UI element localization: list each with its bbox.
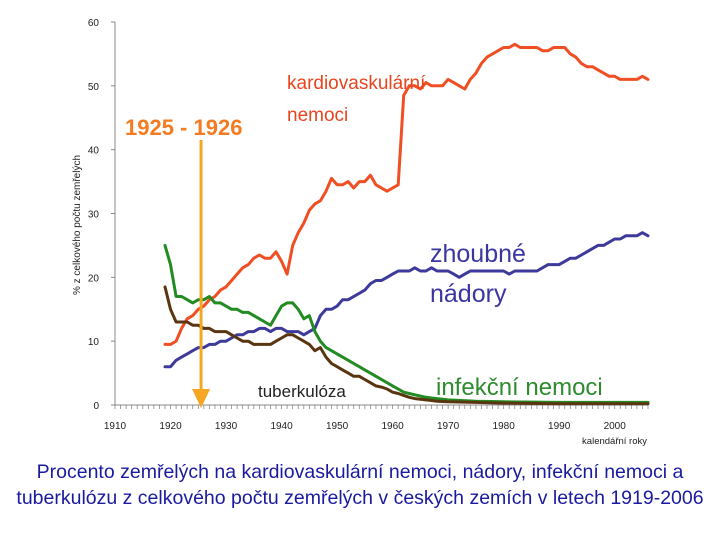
infekcni-series-label: infekční nemoci xyxy=(436,374,603,401)
y-ticks: 0 10 20 30 40 50 60 xyxy=(88,18,115,412)
x-tick-label: 2000 xyxy=(604,421,627,432)
chart-caption: Procento zemřelých na kardiovaskulární n… xyxy=(16,461,704,509)
y-tick-label: 10 xyxy=(88,337,100,348)
x-tick-label: 1990 xyxy=(548,421,571,432)
y-tick-label: 0 xyxy=(93,401,99,412)
kardio-series-label-line1: kardiovaskulární xyxy=(287,73,426,94)
x-ticks: 1910 1920 1930 1940 1950 1960 1970 1980 1990 2000 xyxy=(104,405,649,432)
x-tick-label: 1940 xyxy=(270,421,293,432)
series-line-kardio xyxy=(163,42,650,346)
y-axis-title: % z celkového počtu zemřelých xyxy=(72,155,83,295)
x-tick-label: 1910 xyxy=(104,421,127,432)
highlight-year-label: 1925 - 1926 xyxy=(125,115,242,140)
y-tick-label: 60 xyxy=(88,18,100,29)
series-line-infekcni xyxy=(163,243,650,404)
x-tick-label: 1930 xyxy=(215,421,238,432)
highlight-arrow-head xyxy=(192,389,211,408)
x-tick-label: 1950 xyxy=(326,421,349,432)
x-tick-label: 1920 xyxy=(159,421,182,432)
y-tick-label: 50 xyxy=(88,82,100,93)
series-line-tuberkuloza xyxy=(163,285,650,406)
highlight-marker xyxy=(192,140,211,408)
y-tick-label: 40 xyxy=(88,146,100,157)
tuberkuloza-series-label: tuberkulóza xyxy=(258,382,346,401)
series-layer xyxy=(163,42,650,406)
y-tick-label: 20 xyxy=(88,273,100,284)
nadory-series-label-line2: nádory xyxy=(430,280,507,308)
nadory-series-label-line1: zhoubné xyxy=(430,240,526,268)
x-tick-label: 1970 xyxy=(437,421,460,432)
kardio-series-label-line2: nemoci xyxy=(287,105,348,126)
series-line-nadory xyxy=(163,231,650,369)
x-tick-label: 1980 xyxy=(493,421,516,432)
x-axis-title: kalendářní roky xyxy=(582,436,647,447)
x-tick-label: 1960 xyxy=(381,421,404,432)
y-tick-label: 30 xyxy=(88,210,100,221)
